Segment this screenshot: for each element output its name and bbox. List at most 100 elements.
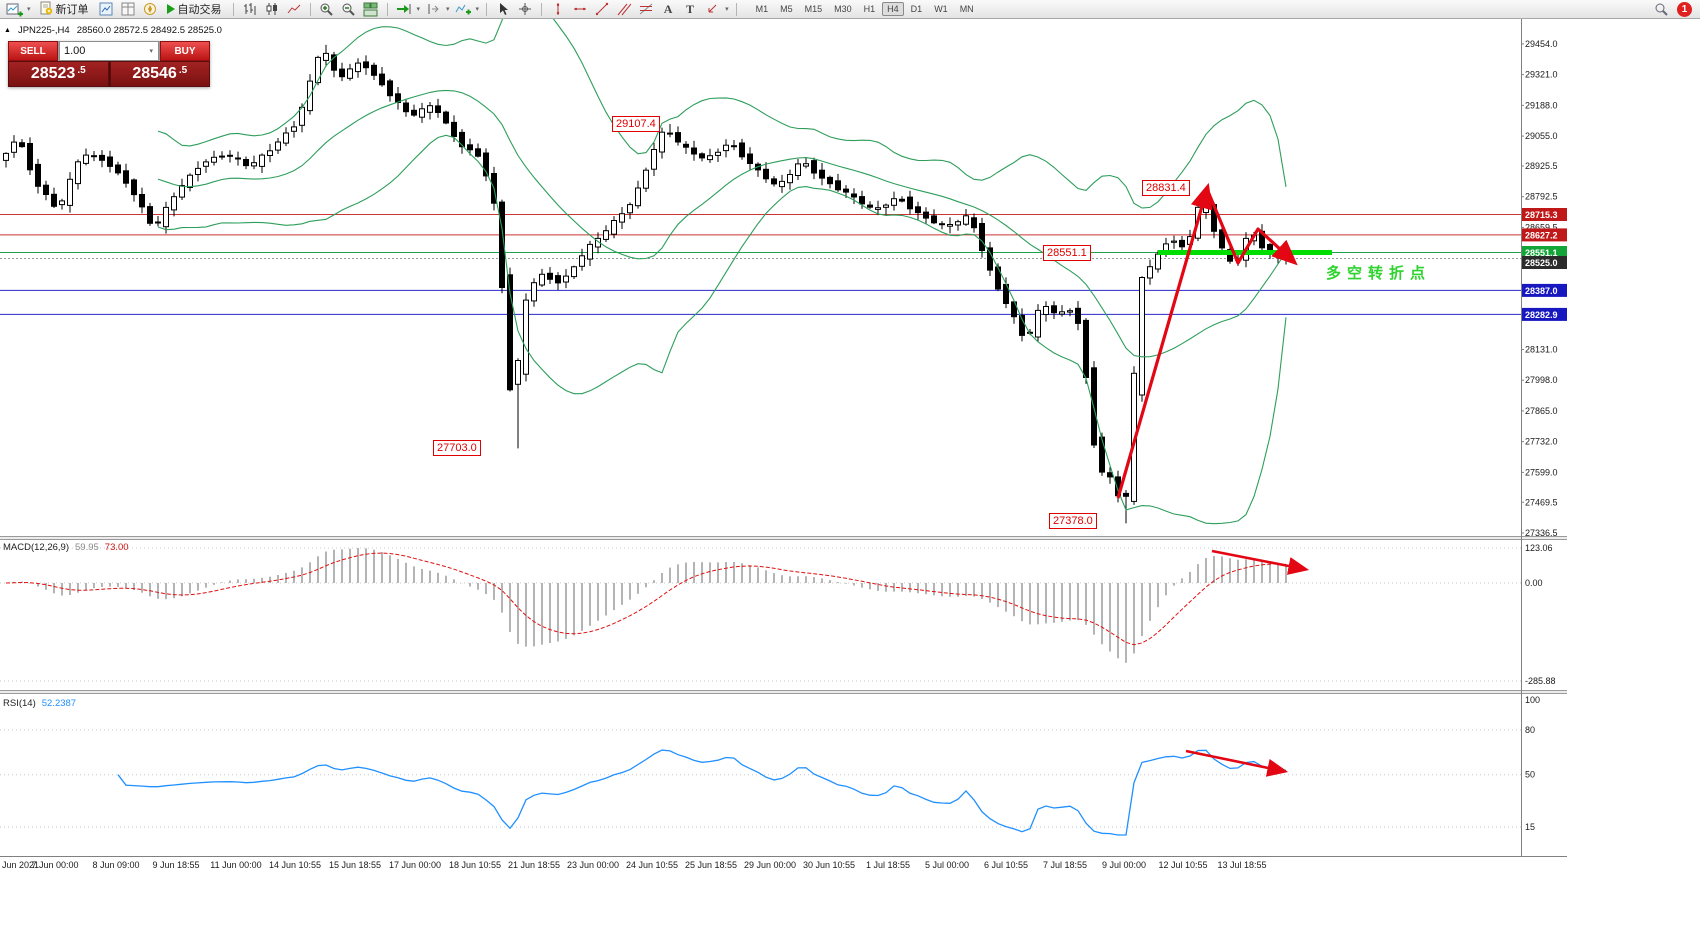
chart-shift-icon[interactable] bbox=[423, 1, 443, 18]
time-axis-label: 7 Jul 18:55 bbox=[1042, 860, 1088, 870]
auto-scroll-dropdown-icon[interactable]: ▾ bbox=[416, 6, 421, 13]
time-axis-label: 21 Jun 18:55 bbox=[507, 860, 561, 870]
search-icon[interactable] bbox=[1651, 1, 1671, 18]
price-callout-label[interactable]: 27703.0 bbox=[433, 440, 481, 456]
rsi-arrow[interactable] bbox=[1185, 749, 1289, 777]
time-axis[interactable]: Jun 2021 7 Jun 00:00 8 Jun 09:00 9 Jun 18:5… bbox=[0, 857, 1521, 872]
equidistant-channel-tool-icon[interactable] bbox=[614, 1, 634, 18]
time-axis-label: 13 Jul 18:55 bbox=[1217, 860, 1267, 870]
timeframe-M1[interactable]: M1 bbox=[755, 4, 769, 14]
data-window-icon[interactable] bbox=[118, 1, 138, 18]
zoom-in-icon[interactable] bbox=[317, 1, 337, 18]
trendline-tool-icon[interactable] bbox=[592, 1, 612, 18]
chart-annotation-text[interactable]: 多空转折点 bbox=[1326, 265, 1432, 282]
price-line-label bbox=[1522, 228, 1567, 242]
rsi-indicator-label: RSI(14) 52.2387 bbox=[3, 698, 76, 709]
sell-button[interactable]: SELL bbox=[8, 41, 58, 61]
time-axis-label: 30 Jun 10:55 bbox=[802, 860, 856, 870]
price-axis-tick: 28131.0 bbox=[1525, 344, 1558, 354]
price-line-label-text: 28627.2 bbox=[1525, 230, 1558, 240]
buy-price-button[interactable]: 28546 .5 bbox=[109, 61, 210, 87]
time-axis-label: 9 Jul 00:00 bbox=[1101, 860, 1147, 870]
macd-indicator-label: MACD(12,26,9) 59.95 73.00 bbox=[3, 542, 129, 553]
price-chart-canvas[interactable]: 29454.0 29321.0 29188.0 29055.0 28925.5 28792… bbox=[0, 19, 1567, 872]
toolbar-separator bbox=[486, 2, 488, 16]
timeframe-H1[interactable]: H1 bbox=[863, 4, 876, 14]
bar-chart-mode-icon[interactable] bbox=[240, 1, 260, 18]
price-axis-tick: 28925.5 bbox=[1525, 161, 1558, 171]
new-order-label: 新订单 bbox=[55, 4, 89, 16]
timeframe-M15[interactable]: M15 bbox=[804, 4, 823, 14]
trend-arrow-zigzag[interactable] bbox=[1205, 188, 1298, 266]
rsi-axis-tick: 80 bbox=[1525, 725, 1535, 735]
time-axis-label: 14 Jun 10:55 bbox=[268, 860, 322, 870]
arrow-objects-tool-icon[interactable] bbox=[702, 1, 722, 18]
lot-size-input[interactable]: 1.00 ▾ bbox=[59, 41, 159, 61]
timeframe-MN[interactable]: MN bbox=[959, 4, 974, 14]
new-chart-dropdown-icon[interactable]: ▾ bbox=[27, 6, 31, 13]
price-line-label-text: 28551.1 bbox=[1525, 248, 1558, 258]
timeframe-D1[interactable]: D1 bbox=[910, 4, 923, 14]
symbol-marker-icon: ▲ bbox=[4, 27, 11, 34]
sell-price-button[interactable]: 28523 .5 bbox=[8, 61, 109, 87]
fibonacci-tool-icon[interactable] bbox=[636, 1, 656, 18]
time-axis-label: 17 Jun 00:00 bbox=[388, 860, 442, 870]
price-callout-label[interactable]: 28831.4 bbox=[1142, 180, 1190, 196]
text-label-tool-icon[interactable]: T bbox=[686, 1, 695, 16]
macd-arrow[interactable] bbox=[1211, 549, 1310, 575]
objects-dropdown-icon[interactable]: ▾ bbox=[725, 6, 729, 13]
price-line-label-text: 28387.0 bbox=[1525, 286, 1558, 296]
new-chart-icon[interactable] bbox=[4, 1, 24, 18]
timeframe-H4[interactable]: H4 bbox=[882, 2, 904, 16]
notification-badge[interactable]: 1 bbox=[1677, 1, 1692, 17]
candlestick-mode-icon[interactable] bbox=[262, 1, 282, 18]
buy-price-main: 28546 bbox=[132, 65, 177, 82]
main-chart-layer[interactable] bbox=[0, 19, 1521, 525]
auto-scroll-icon[interactable] bbox=[394, 1, 414, 18]
autotrading-button[interactable]: 自动交易 bbox=[162, 1, 227, 18]
crosshair-icon[interactable] bbox=[515, 1, 535, 18]
line-chart-mode-icon[interactable] bbox=[284, 1, 304, 18]
rsi-line bbox=[117, 749, 1287, 836]
price-line-label-text: 28525.0 bbox=[1525, 258, 1558, 268]
time-axis-label: 9 Jun 18:55 bbox=[152, 860, 200, 870]
timeframe-M30[interactable]: M30 bbox=[834, 4, 852, 14]
indicators-dropdown-icon[interactable]: ▾ bbox=[475, 6, 480, 13]
lot-dropdown-icon[interactable]: ▾ bbox=[149, 48, 153, 55]
macd-signal-value: 73.00 bbox=[104, 542, 129, 553]
time-axis-label: 15 Jun 18:55 bbox=[328, 860, 382, 870]
text-tool-icon[interactable]: A bbox=[663, 1, 673, 16]
price-line-label bbox=[1522, 283, 1567, 297]
sell-price-main: 28523 bbox=[30, 65, 76, 82]
tile-windows-icon[interactable] bbox=[361, 1, 381, 18]
cursor-icon[interactable] bbox=[493, 1, 513, 18]
timeframe-W1[interactable]: W1 bbox=[934, 4, 948, 14]
new-order-button[interactable]: 新订单 bbox=[34, 1, 94, 18]
indicators-icon[interactable] bbox=[453, 1, 473, 18]
macd-panel[interactable] bbox=[0, 547, 1521, 682]
symbol-period-text: JPN225-,H4 bbox=[17, 25, 70, 36]
market-watch-icon[interactable] bbox=[96, 1, 116, 18]
trend-arrow-up[interactable] bbox=[1116, 182, 1213, 499]
price-axis-tick: 27998.0 bbox=[1525, 375, 1558, 385]
chart-shift-dropdown-icon[interactable]: ▾ bbox=[446, 6, 450, 13]
top-toolbar: ▾ 新订单 自动交易 bbox=[0, 0, 1700, 19]
rsi-name: RSI(14) bbox=[3, 698, 36, 709]
time-axis-label: 23 Jun 00:00 bbox=[566, 860, 620, 870]
price-line-label bbox=[1522, 307, 1567, 321]
price-callout-label[interactable]: 28551.1 bbox=[1043, 245, 1091, 261]
vertical-line-tool-icon[interactable] bbox=[548, 1, 568, 18]
buy-button[interactable]: BUY bbox=[160, 41, 210, 61]
rsi-axis-tick: 15 bbox=[1525, 822, 1535, 832]
navigator-icon[interactable] bbox=[140, 1, 160, 18]
timeframe-M5[interactable]: M5 bbox=[780, 4, 793, 14]
time-axis-label: 12 Jul 10:55 bbox=[1158, 860, 1208, 870]
rsi-panel[interactable] bbox=[0, 729, 1521, 836]
price-callout-label[interactable]: 29107.4 bbox=[612, 116, 660, 132]
toolbar-separator bbox=[735, 2, 737, 16]
time-axis-label: 11 Jun 00:00 bbox=[210, 860, 262, 870]
zoom-out-icon[interactable] bbox=[339, 1, 359, 18]
horizontal-line-tool-icon[interactable] bbox=[570, 1, 590, 18]
price-callout-label[interactable]: 27378.0 bbox=[1049, 513, 1097, 529]
time-axis-label: 7 Jun 00:00 bbox=[31, 860, 79, 870]
